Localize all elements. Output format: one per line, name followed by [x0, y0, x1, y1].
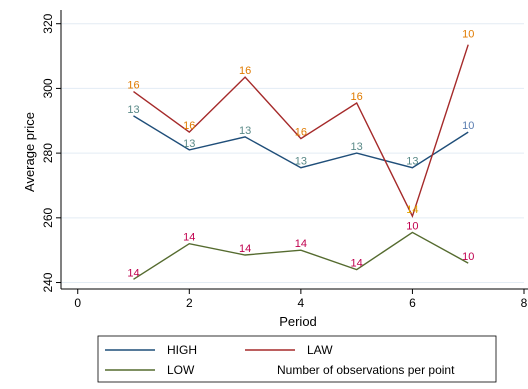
data-label-high: 13 [239, 125, 251, 137]
data-label-law: 16 [239, 65, 251, 77]
data-label-high: 13 [127, 104, 139, 116]
data-label-law: 10 [462, 29, 474, 41]
data-label-law: 16 [295, 127, 307, 139]
data-label-low: 10 [406, 220, 418, 232]
data-label-law: 14 [406, 204, 418, 216]
legend-label-high: HIGH [167, 343, 197, 357]
y-tick-label: 260 [41, 207, 55, 227]
data-label-low: 14 [127, 267, 139, 279]
x-tick-label: 8 [521, 296, 528, 310]
data-label-high: 13 [406, 156, 418, 168]
y-axis-title: Average price [22, 112, 37, 192]
grid-layer [61, 23, 524, 284]
legend-label-law: LAW [307, 343, 333, 357]
axes-layer: 240 260 280 300 320 0 2 4 6 8 [41, 10, 528, 310]
data-label-high: 13 [351, 141, 363, 153]
data-label-law: 16 [183, 120, 195, 132]
series-layer [133, 44, 469, 280]
data-label-low: 14 [295, 238, 307, 250]
legend-label-low: LOW [167, 363, 195, 377]
data-label-law: 16 [351, 91, 363, 103]
legend-box [97, 335, 497, 383]
data-label-low: 14 [351, 258, 363, 270]
y-tick-label: 300 [41, 78, 55, 98]
y-tick-label: 240 [41, 272, 55, 292]
x-tick-label: 0 [74, 296, 81, 310]
legend: HIGH LAW LOW Number of observations per poi… [97, 335, 497, 383]
y-tick-label: 280 [41, 143, 55, 163]
data-label-low: 14 [183, 232, 195, 244]
x-tick-label: 4 [298, 296, 305, 310]
data-label-high: 10 [462, 120, 474, 132]
y-tick-label: 320 [41, 13, 55, 33]
data-label-high: 13 [295, 156, 307, 168]
x-axis-title: Period [279, 314, 317, 329]
data-label-low: 10 [462, 251, 474, 263]
data-labels-layer: 13 13 13 13 13 13 10 16 16 16 16 16 14 10 14 14 14 14 14 10… [127, 29, 474, 280]
x-tick-label: 2 [186, 296, 193, 310]
data-label-high: 13 [183, 138, 195, 150]
data-label-low: 14 [239, 243, 251, 255]
legend-label-number-of-observations-per-point: Number of observations per point [277, 363, 455, 377]
data-label-law: 16 [127, 80, 139, 92]
x-tick-label: 6 [409, 296, 416, 310]
